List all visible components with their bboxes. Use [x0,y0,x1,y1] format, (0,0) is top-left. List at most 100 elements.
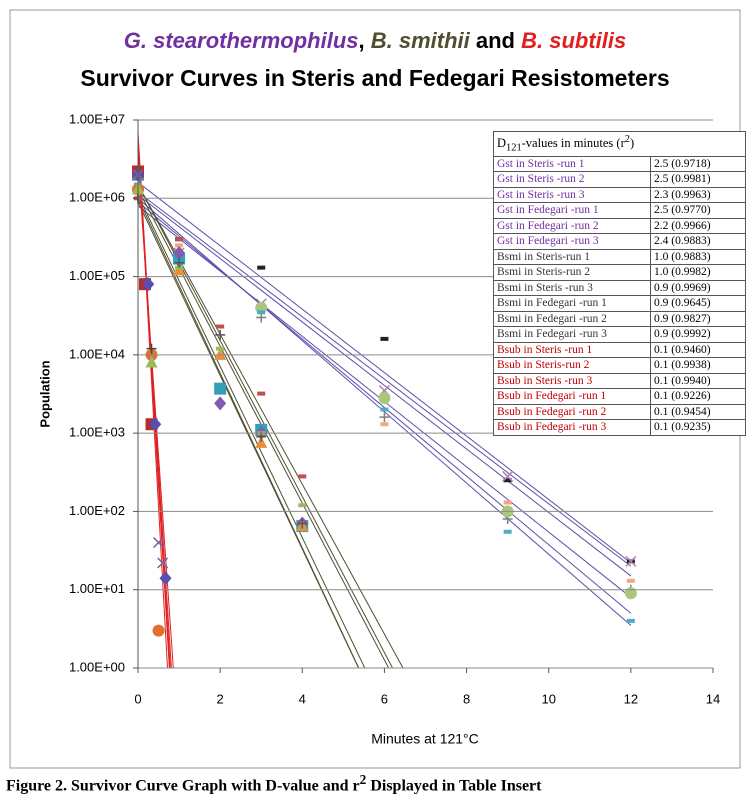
point [503,529,512,534]
y-tick-label: 1.00E+01 [69,581,125,596]
caption-part: Displayed in Table Insert [366,777,542,795]
point [152,624,165,637]
y-tick-label: 1.00E+00 [69,659,125,674]
fit-line [138,181,632,564]
d-value: 1.0 (0.9982) [650,264,746,281]
series-name: Bsmi in Steris-run 2 [493,264,651,281]
table-row: Bsub in Fedegari -run 1 0.1 (0.9226) [493,388,746,405]
point [625,555,637,567]
table-row: Gst in Steris -run 1 2.5 (0.9718) [493,155,746,173]
fit-line [138,194,632,577]
x-tick-label: 6 [381,691,388,706]
y-tick-label: 1.00E+02 [69,503,125,518]
point [153,537,165,549]
point [174,257,185,268]
caption-part: Figure 2. Survivor Curve Graph with D-va… [6,777,360,795]
point [149,417,162,432]
chart-title: G. stearothermophilus, B. smithii and B.… [124,28,626,53]
series-name: Bsmi in Fedegari -run 1 [493,295,651,312]
point [257,265,266,270]
point [503,500,512,505]
x-axis-label: Minutes at 121°C [371,731,479,747]
point [214,347,227,360]
point [173,246,186,261]
point [257,310,266,315]
d-value: 1.0 (0.9883) [650,248,746,266]
fit-line [138,191,632,567]
series-name: Bsub in Fedegari -run 3 [493,419,651,436]
point [214,382,227,395]
point [502,470,514,482]
point [142,277,155,292]
x-tick-label: 12 [624,691,638,706]
y-tick-label: 1.00E+05 [69,268,125,283]
point [379,412,390,423]
point [626,618,635,623]
table-row: Gst in Fedegari -run 2 2.2 (0.9966) [493,217,746,235]
y-tick-label: 1.00E+07 [69,111,125,126]
series-name: Bsmi in Steris -run 3 [493,279,651,297]
series-name: Bsub in Steris-run 2 [493,357,651,374]
header-part: ) [629,136,635,151]
title-part: B. subtilis [521,28,626,53]
point [297,518,308,529]
table-row: Gst in Steris -run 3 2.3 (0.9963) [493,186,746,204]
fit-line [138,201,632,614]
table-row: Bsub in Steris-run 2 0.1 (0.9938) [493,357,746,374]
y-tick-label: 1.00E+03 [69,425,125,440]
point [146,343,157,354]
series-name: Gst in Steris -run 2 [493,171,651,188]
point [175,243,184,248]
series-name: Gst in Fedegari -run 3 [493,233,651,250]
header-part: 121 [506,142,522,154]
d-value: 2.5 (0.9981) [650,171,746,188]
header-part: -values in minutes (r [521,136,625,151]
d-value: 0.1 (0.9226) [650,388,746,405]
point [624,587,637,600]
y-axis-label: Population [37,360,52,427]
table-row: Bsub in Steris -run 1 0.1 (0.9460) [493,341,746,359]
series-name: Bsub in Fedegari -run 1 [493,388,651,405]
d-value: 0.1 (0.9454) [650,403,746,421]
x-tick-label: 2 [217,691,224,706]
series-name: Bsub in Steris -run 1 [493,341,651,359]
point [257,391,266,396]
table-header: D121-values in minutes (r2) [493,131,746,157]
fit-line [138,194,366,668]
d-value-table: D121-values in minutes (r2) Gst in Steri… [493,131,746,436]
point [157,557,169,569]
point [216,324,225,329]
table-row: Gst in Steris -run 2 2.5 (0.9981) [493,171,746,188]
d-value: 0.9 (0.9992) [650,326,746,343]
fit-line [138,197,632,626]
d-value: 2.4 (0.9883) [650,233,746,250]
point [626,578,635,583]
fit-lines [138,132,632,668]
d-value: 2.5 (0.9718) [650,155,746,173]
d-value: 0.9 (0.9827) [650,310,746,328]
table-row: Gst in Fedegari -run 3 2.4 (0.9883) [493,233,746,250]
series-name: Bsub in Fedegari -run 2 [493,403,651,421]
d-value: 0.9 (0.9645) [650,295,746,312]
table-row: Bsmi in Steris -run 3 0.9 (0.9969) [493,279,746,297]
point [159,571,172,586]
point [298,474,307,479]
point [298,503,307,508]
point [216,346,225,351]
d-value: 0.1 (0.9460) [650,341,746,359]
series-name: Bsmi in Fedegari -run 2 [493,310,651,328]
caption: Figure 2. Survivor Curve Graph with D-va… [6,772,541,795]
fit-line [138,201,360,668]
chart-subtitle: Survivor Curves in Steris and Fedegari R… [80,65,669,91]
x-tick-label: 14 [706,691,720,706]
point [214,396,227,411]
point [380,407,389,412]
d-value: 0.1 (0.9940) [650,372,746,390]
x-tick-label: 8 [463,691,470,706]
point [380,422,389,427]
point [215,329,226,340]
x-tick-label: 4 [299,691,306,706]
table-row: Bsmi in Steris-run 2 1.0 (0.9982) [493,264,746,281]
table-row: Bsmi in Fedegari -run 3 0.9 (0.9992) [493,326,746,343]
